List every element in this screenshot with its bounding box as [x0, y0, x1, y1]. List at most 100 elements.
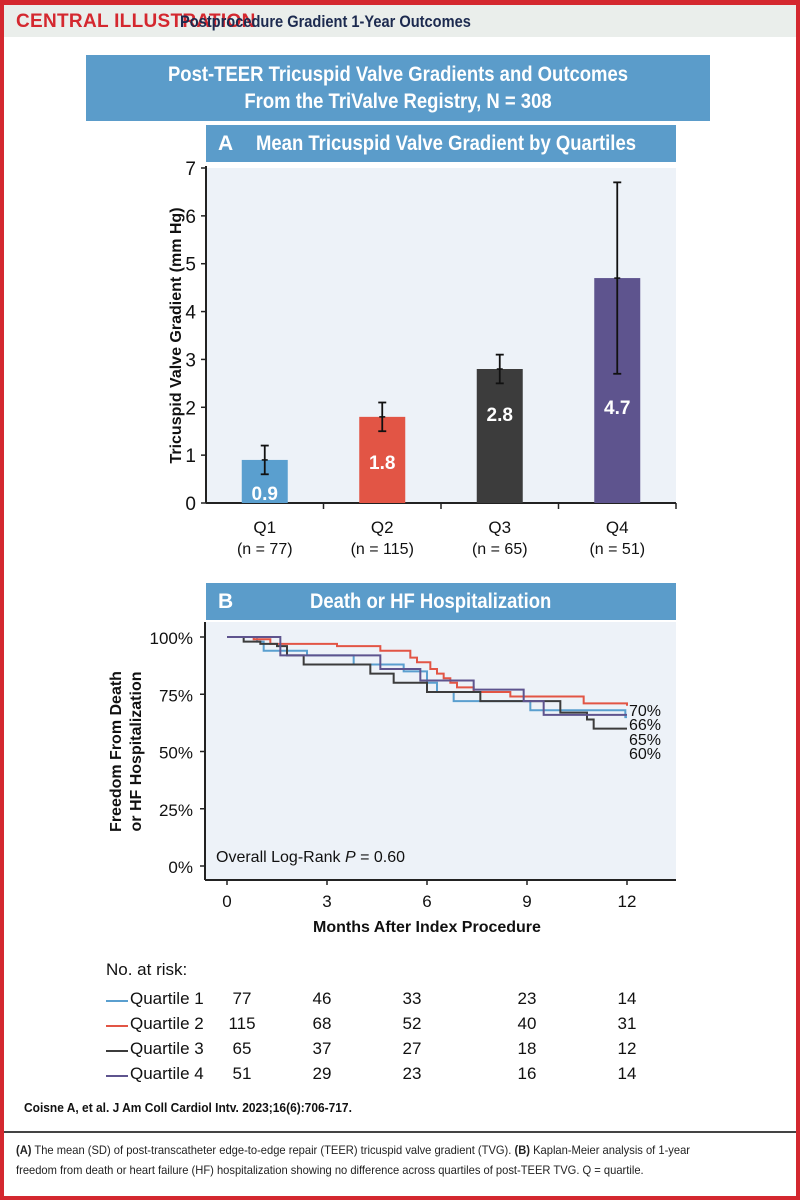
legend-line-swatch — [106, 1050, 128, 1052]
y-tick-label-a: 2 — [185, 398, 196, 419]
x-tick-label-b: 12 — [618, 892, 637, 911]
km-end-label: 65% — [629, 732, 661, 749]
caption-b-label: (B) — [514, 1143, 530, 1157]
panel-a-title: Mean Tricuspid Valve Gradient by Quartil… — [256, 132, 636, 155]
risk-row-label: Quartile 3 — [130, 1039, 204, 1058]
x-axis-title-b: Months After Index Procedure — [313, 919, 541, 936]
y-tick-label-a: 0 — [185, 494, 196, 515]
caption-a-label: (A) — [16, 1143, 32, 1157]
risk-row-label: Quartile 1 — [130, 989, 204, 1008]
km-curve-quartile-3 — [227, 636, 627, 730]
y-tick-label-b: 50% — [159, 744, 193, 763]
km-curve-quartile-2 — [227, 636, 628, 706]
x-tick-label-a: Q4 — [606, 518, 629, 537]
risk-cell: 23 — [402, 1064, 422, 1083]
risk-cell: 52 — [402, 1014, 422, 1033]
legend-line-swatch — [106, 1025, 128, 1027]
km-end-label: 60% — [629, 746, 661, 763]
y-tick-label-a: 6 — [185, 207, 196, 228]
panel-b-header: B Death or HF Hospitalization — [206, 583, 676, 620]
risk-cell: 27 — [402, 1039, 422, 1058]
main-title-line-1: Post-TEER Tricuspid Valve Gradients and … — [167, 63, 629, 86]
risk-cell: 23 — [517, 989, 537, 1008]
x-sublabel-a: (n = 51) — [589, 541, 645, 558]
bar-value-label: 4.7 — [604, 398, 630, 419]
panel-a-letter: A — [218, 132, 234, 155]
x-tick-label-a: Q3 — [488, 518, 511, 537]
plot-area-b — [205, 622, 676, 880]
bar-q3 — [476, 369, 523, 503]
risk-cell: 16 — [517, 1064, 537, 1083]
x-tick-label-b: 6 — [422, 892, 431, 911]
caption-divider — [4, 1131, 796, 1133]
risk-cell: 14 — [617, 989, 637, 1008]
y-tick-label-b: 100% — [150, 629, 193, 648]
bar-value-label: 0.9 — [252, 484, 278, 505]
y-tick-label-b: 25% — [159, 801, 193, 820]
y-tick-label-a: 1 — [185, 446, 196, 467]
y-axis-title-b-line2: or HF Hospitalization — [128, 672, 145, 832]
risk-table: No. at risk: Quartile 1 77 46 33 23 14 Quartil… — [0, 960, 800, 1090]
caption-b-text-2: freedom from death or heart failure (HF)… — [16, 1163, 644, 1177]
risk-cell: 14 — [617, 1064, 637, 1083]
risk-cell: 40 — [517, 1014, 537, 1033]
y-tick-label-a: 4 — [185, 303, 196, 324]
km-curve-quartile-4 — [227, 636, 627, 716]
risk-row-label: Quartile 2 — [130, 1014, 204, 1033]
y-tick-label-a: 7 — [185, 159, 196, 180]
x-tick-label-b: 3 — [322, 892, 331, 911]
risk-cell: 31 — [617, 1014, 637, 1033]
log-rank-annotation: Overall Log-Rank P = 0.60 — [216, 849, 405, 866]
panel-b-letter: B — [218, 590, 234, 613]
risk-table-row: Quartile 4 51 29 23 16 14 — [0, 1064, 800, 1088]
risk-table-title: No. at risk: — [106, 960, 188, 979]
risk-cell: 37 — [312, 1039, 332, 1058]
panel-a-header: A Mean Tricuspid Valve Gradient by Quart… — [206, 125, 676, 162]
x-sublabel-a: (n = 77) — [237, 541, 293, 558]
y-axis-title-b-line1: Freedom From Death — [108, 671, 125, 832]
main-title: Post-TEER Tricuspid Valve Gradients and … — [86, 55, 710, 121]
x-tick-label-b: 0 — [222, 892, 231, 911]
x-sublabel-a: (n = 65) — [472, 541, 528, 558]
risk-cell: 115 — [228, 1014, 256, 1033]
risk-cell: 68 — [312, 1014, 332, 1033]
x-tick-label-a: Q2 — [371, 518, 394, 537]
risk-cell: 46 — [312, 989, 332, 1008]
caption-a-text: The mean (SD) of post-transcatheter edge… — [31, 1143, 515, 1157]
y-tick-label-a: 5 — [185, 255, 196, 276]
risk-cell: 77 — [232, 989, 252, 1008]
legend-line-swatch — [106, 1075, 128, 1077]
km-end-label: 66% — [629, 717, 661, 734]
caption-b-text-1: Kaplan-Meier analysis of 1-year — [529, 1143, 691, 1157]
y-axis-title-a: Tricuspid Valve Gradient (mm Hg) — [168, 207, 185, 463]
risk-table-row: Quartile 2 115 68 52 40 31 — [0, 1014, 800, 1038]
header-subtitle: Postprocedure Gradient 1-Year Outcomes — [180, 12, 471, 31]
risk-cell: 12 — [617, 1039, 637, 1058]
risk-cell: 51 — [232, 1064, 252, 1083]
risk-cell: 18 — [517, 1039, 537, 1058]
x-sublabel-a: (n = 115) — [351, 541, 414, 558]
caption: (A) The mean (SD) of post-transcatheter … — [16, 1140, 732, 1180]
risk-row-label: Quartile 4 — [130, 1064, 204, 1083]
x-tick-label-b: 9 — [522, 892, 531, 911]
x-tick-label-a: Q1 — [253, 518, 276, 537]
y-tick-label-b: 75% — [159, 686, 193, 705]
risk-cell: 65 — [232, 1039, 252, 1058]
km-end-label: 70% — [629, 703, 661, 720]
central-illustration-label: CENTRAL ILLUSTRATION — [16, 11, 256, 32]
legend-line-swatch — [106, 1000, 128, 1002]
risk-table-row: Quartile 1 77 46 33 23 14 — [0, 989, 800, 1013]
y-tick-label-b: 0% — [168, 858, 193, 877]
y-tick-label-a: 3 — [185, 350, 196, 371]
km-curve-quartile-1 — [227, 636, 627, 719]
risk-cell: 33 — [402, 989, 422, 1008]
bar-value-label: 1.8 — [369, 453, 395, 474]
panel-b-title: Death or HF Hospitalization — [310, 590, 552, 613]
risk-table-row: Quartile 3 65 37 27 18 12 — [0, 1039, 800, 1063]
citation: Coisne A, et al. J Am Coll Cardiol Intv.… — [24, 1100, 352, 1115]
risk-cell: 29 — [312, 1064, 332, 1083]
main-title-line-2: From the TriValve Registry, N = 308 — [244, 90, 552, 113]
